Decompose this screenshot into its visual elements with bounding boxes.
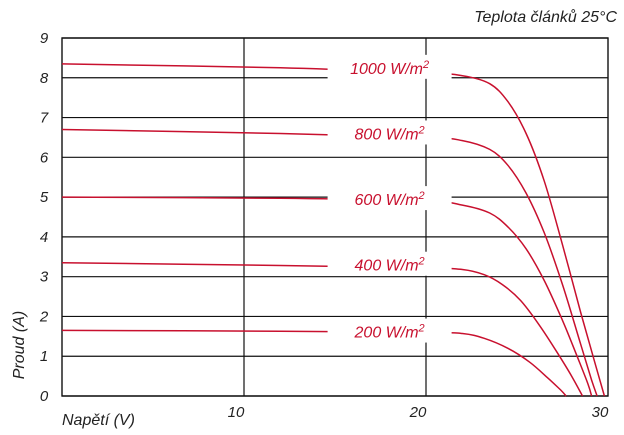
y-tick-2: 2 (39, 308, 49, 325)
curve-label-4: 200 W/m2 (354, 323, 425, 342)
y-tick-4: 4 (40, 229, 48, 246)
y-tick-5: 5 (40, 189, 49, 206)
y-tick-labels: 0 1 2 3 4 5 6 7 8 9 (39, 30, 49, 405)
curves (61, 63, 606, 397)
plot-frame (61, 37, 609, 397)
curve-0 (61, 63, 606, 397)
curve-label-bg-3 (327, 251, 452, 276)
y-tick-9: 9 (40, 30, 49, 47)
curve-4 (61, 329, 567, 397)
y-tick-7: 7 (40, 110, 49, 127)
x-tick-10: 10 (228, 404, 245, 421)
x-tick-labels: 10 20 30 (228, 404, 609, 421)
temperature-annotation: Teplota článků 25°C (474, 8, 617, 26)
curve-1 (61, 128, 598, 397)
curve-3 (61, 261, 584, 397)
curve-2 (61, 196, 593, 397)
curve-labels: 1000 W/m2 800 W/m2 600 W/m2 400 W/m2 200 W/m… (327, 54, 452, 343)
x-tick-20: 20 (409, 404, 427, 421)
curve-label-bg-1 (327, 120, 452, 145)
curve-label-bg-0 (327, 54, 452, 79)
y-tick-3: 3 (40, 269, 49, 286)
y-axis-label: Proud (A) (11, 311, 28, 379)
y-tick-1: 1 (40, 348, 48, 365)
x-tick-30: 30 (592, 404, 609, 421)
curve-label-1: 800 W/m2 (355, 124, 425, 143)
x-axis-label: Napětí (V) (62, 412, 135, 429)
curve-label-2: 600 W/m2 (355, 190, 425, 209)
y-tick-0: 0 (40, 388, 49, 405)
curve-label-bg-2 (327, 186, 452, 211)
curve-label-3: 400 W/m2 (355, 256, 425, 275)
curve-label-0: 1000 W/m2 (350, 59, 429, 78)
y-tick-6: 6 (40, 149, 49, 166)
y-tick-8: 8 (40, 70, 49, 87)
curve-label-bg-4 (327, 318, 452, 343)
